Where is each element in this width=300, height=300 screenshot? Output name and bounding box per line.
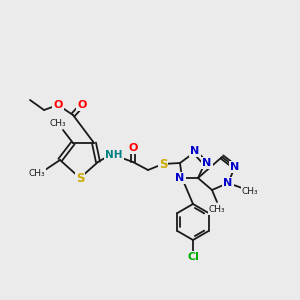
Text: N: N [230, 162, 240, 172]
Text: Cl: Cl [187, 252, 199, 262]
Text: N: N [202, 158, 211, 168]
Text: S: S [159, 158, 167, 170]
Text: O: O [77, 100, 87, 110]
Text: N: N [176, 173, 184, 183]
Text: N: N [190, 146, 200, 156]
Text: O: O [53, 100, 63, 110]
Text: NH: NH [105, 150, 123, 160]
Text: N: N [224, 178, 232, 188]
Text: O: O [128, 143, 138, 153]
Text: S: S [76, 172, 84, 184]
Text: CH₃: CH₃ [50, 118, 66, 127]
Text: CH₃: CH₃ [242, 187, 258, 196]
Text: CH₃: CH₃ [29, 169, 45, 178]
Text: CH₃: CH₃ [209, 206, 225, 214]
